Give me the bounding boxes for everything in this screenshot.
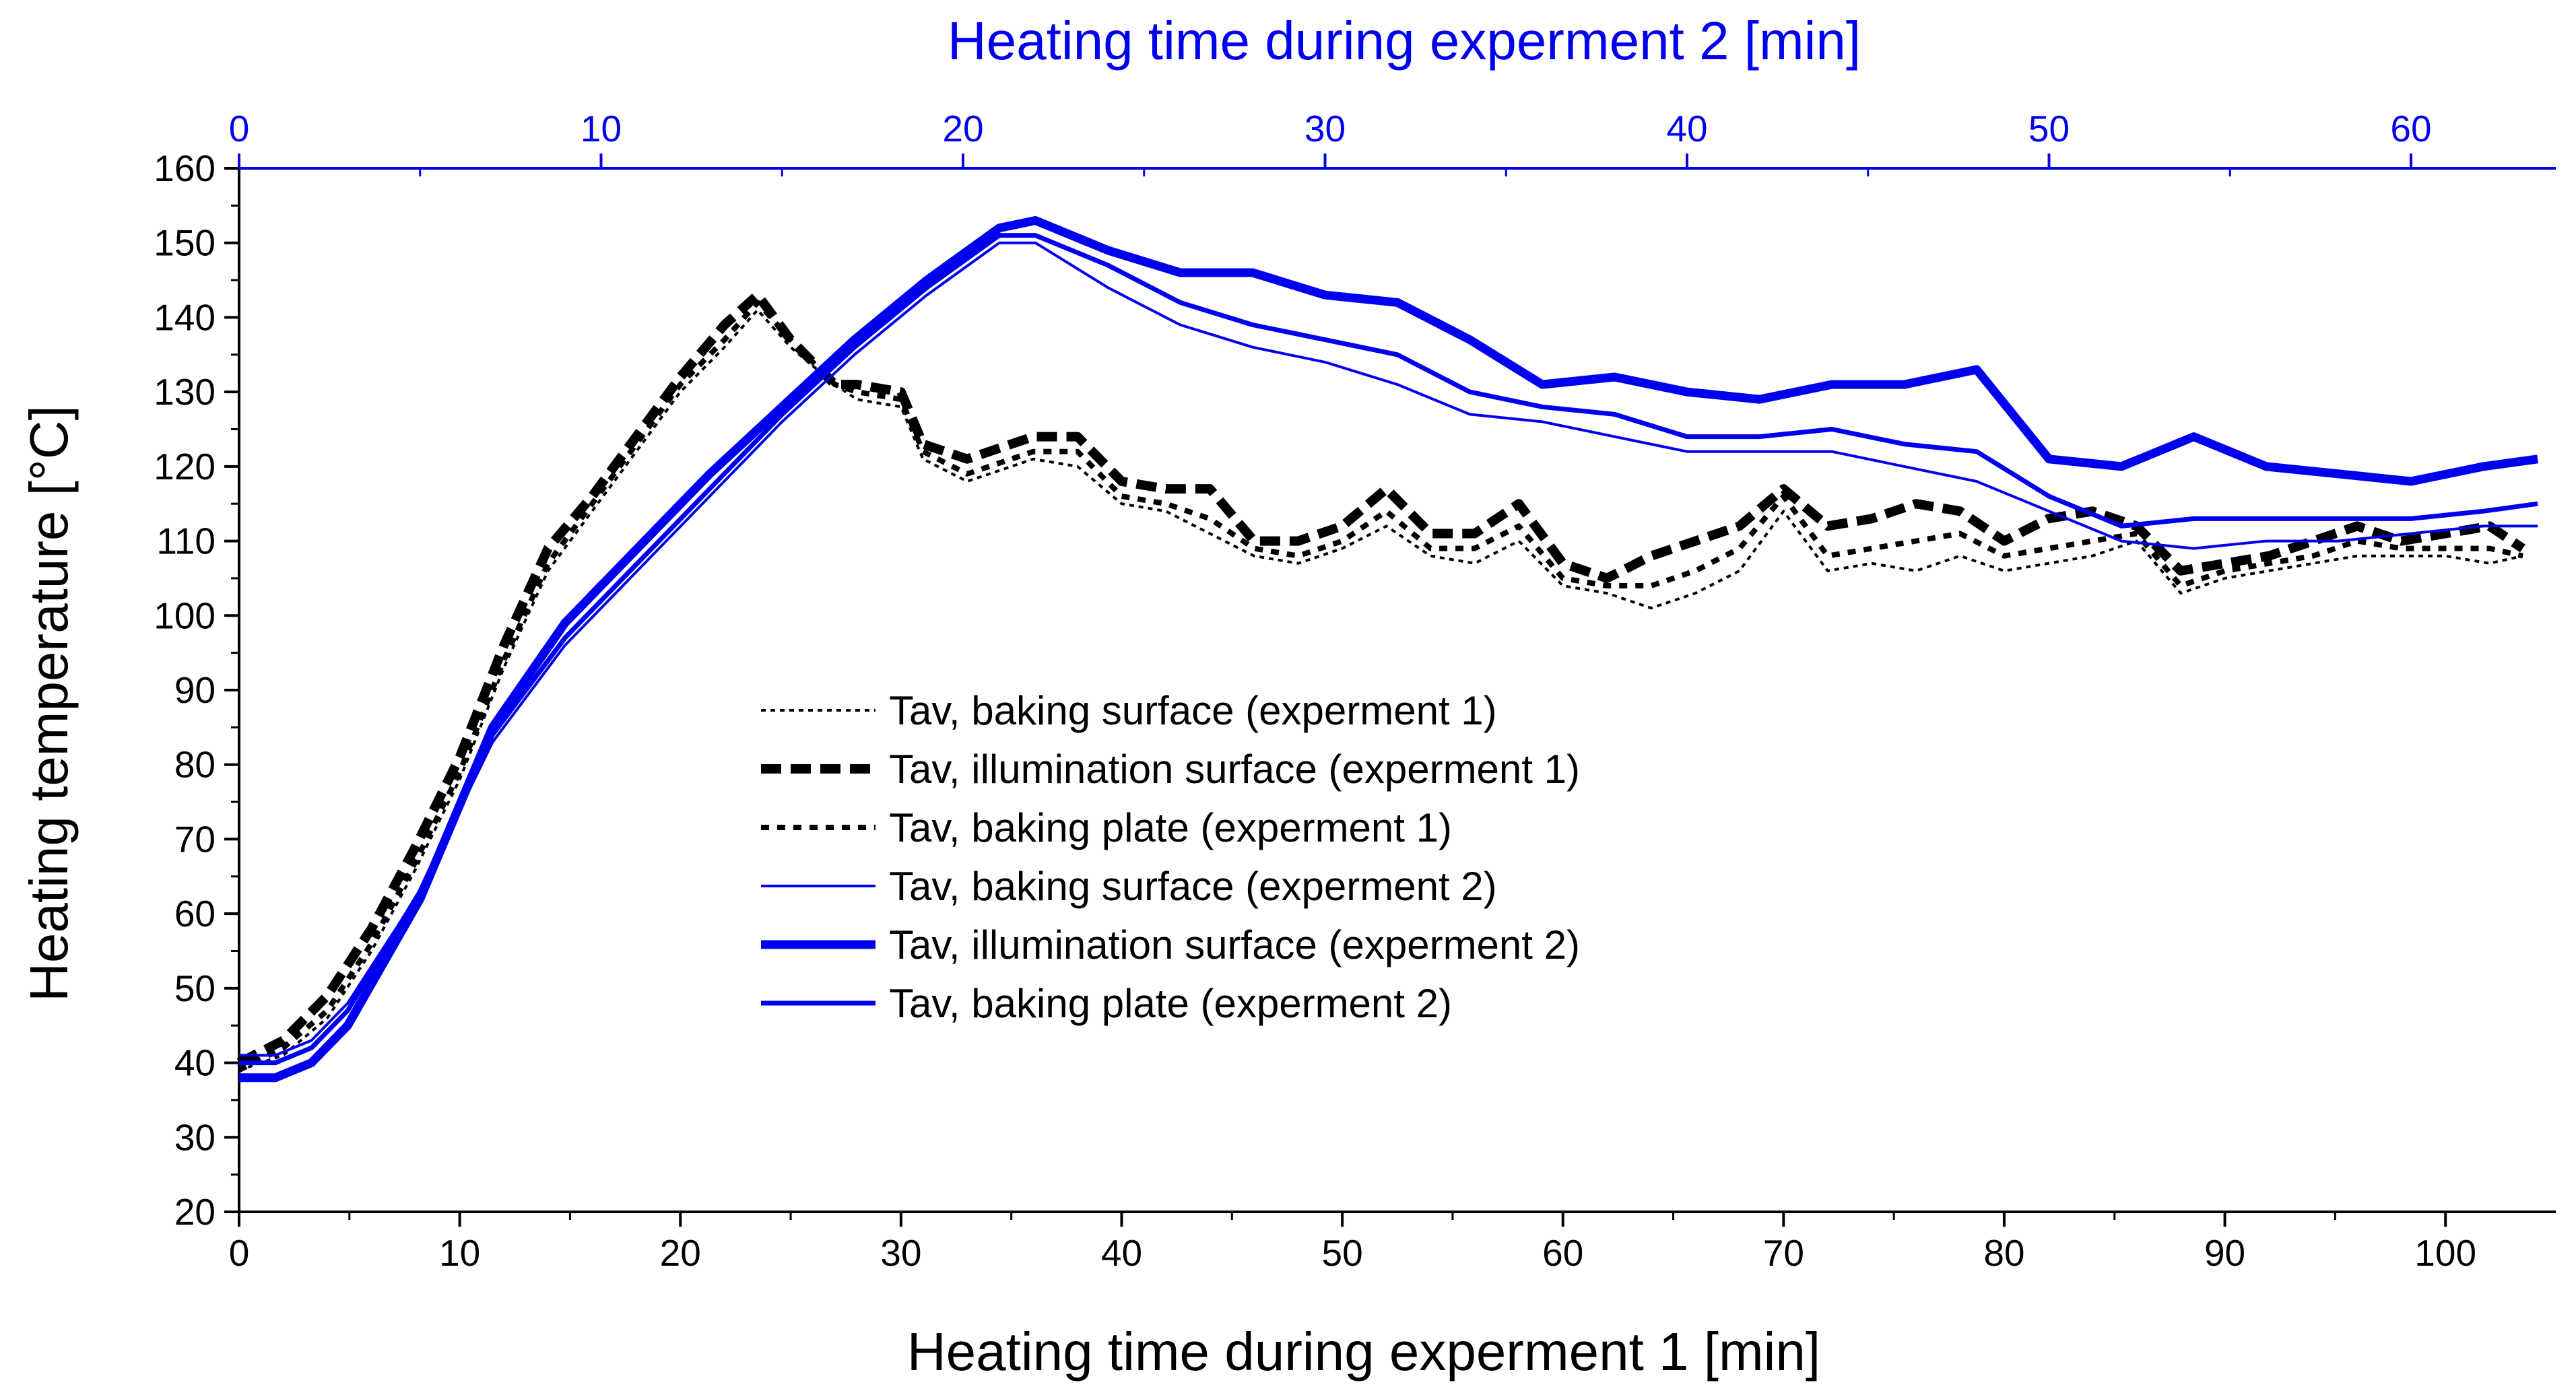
legend-label-4: Tav, baking surface (experment 2) — [889, 864, 1497, 909]
ticks-layer: 0 10 20 30 40 50 60 70 80 90 100 0 10 20 30 40 50 60 20 30 4… — [154, 108, 2476, 1274]
x-tick-label: 90 — [2204, 1232, 2245, 1274]
series-line-2 — [236, 290, 2525, 1067]
legend-label-6: Tav, baking plate (experment 2) — [889, 981, 1452, 1026]
y-tick-label: 80 — [174, 744, 216, 786]
y-tick-label: 150 — [154, 222, 216, 264]
top-tick-label: 0 — [229, 108, 250, 149]
legend-label-3: Tav, baking plate (experment 1) — [889, 805, 1452, 850]
top-tick-label: 50 — [2028, 108, 2070, 149]
x-tick-label: 100 — [2414, 1232, 2476, 1274]
y-tick-label: 120 — [154, 446, 216, 487]
y-tick-label: 40 — [174, 1042, 216, 1084]
top-tick-label: 30 — [1304, 108, 1346, 149]
top-tick-label: 40 — [1666, 108, 1707, 149]
y-tick-label: 70 — [174, 818, 216, 860]
series-line-6 — [239, 233, 2538, 1066]
y-tick-label: 20 — [174, 1191, 216, 1233]
y-tick-label: 110 — [156, 520, 216, 562]
series-line-5 — [239, 216, 2538, 1083]
y-tick-label: 160 — [154, 147, 216, 189]
x-axis-label: Heating time during experment 1 [min] — [907, 1322, 1820, 1382]
top-tick-label: 10 — [581, 108, 622, 149]
top-axis-label: Heating time during experment 2 [min] — [948, 11, 1861, 71]
y-tick-label: 100 — [154, 594, 216, 636]
legend-label-1: Tav, baking surface (experment 1) — [889, 688, 1497, 733]
series-line-4 — [239, 241, 2538, 1057]
x-tick-label: 70 — [1763, 1232, 1804, 1274]
x-tick-label: 10 — [439, 1232, 480, 1274]
y-tick-label: 30 — [174, 1116, 216, 1158]
y-tick-label: 90 — [174, 669, 216, 711]
x-tick-label: 30 — [880, 1232, 921, 1274]
top-tick-label: 20 — [942, 108, 983, 149]
legend: Tav, baking surface (experment 1) Tav, il… — [761, 688, 1580, 1026]
legend-label-5: Tav, illumination surface (experment 2) — [889, 922, 1580, 967]
x-tick-label: 80 — [1983, 1232, 2024, 1274]
y-axis-label: Heating temperature [°C] — [19, 405, 79, 1002]
x-tick-label: 20 — [660, 1232, 701, 1274]
legend-label-2: Tav, illumination surface (experment 1) — [889, 747, 1580, 792]
y-tick-label: 140 — [154, 296, 216, 338]
x-tick-label: 60 — [1542, 1232, 1583, 1274]
x-tick-label: 40 — [1101, 1232, 1142, 1274]
y-tick-label: 50 — [174, 967, 216, 1009]
top-tick-label: 60 — [2390, 108, 2431, 149]
series-layer — [236, 216, 2538, 1083]
y-tick-label: 60 — [174, 893, 216, 934]
x-tick-label: 50 — [1322, 1232, 1363, 1274]
y-tick-label: 130 — [154, 371, 216, 413]
series-line-1 — [238, 308, 2523, 1072]
x-tick-label: 0 — [229, 1232, 250, 1274]
